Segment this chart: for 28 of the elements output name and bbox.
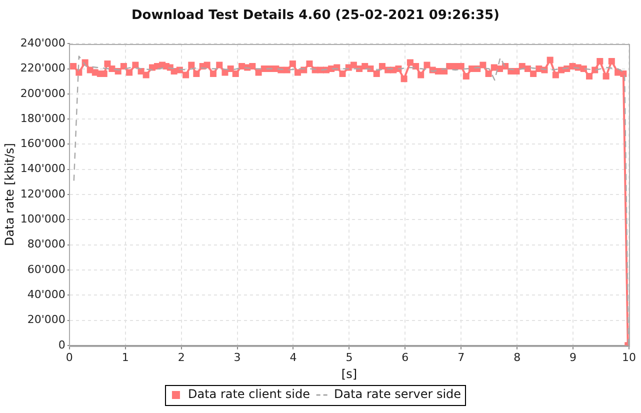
x-tick-label: 5 [346, 350, 353, 364]
x-tick-label: 2 [178, 350, 185, 364]
y-axis-title: Data rate [kbit/s] [2, 143, 16, 246]
y-tick-label: 120'000 [20, 187, 66, 200]
legend-label: Data rate client side [188, 387, 310, 402]
x-tick-label: 4 [290, 350, 297, 364]
chart-title: Download Test Details 4.60 (25-02-2021 09:26:35) [131, 8, 500, 24]
y-tick-label: 140'000 [20, 162, 66, 176]
legend-label: Data rate server side [334, 387, 462, 402]
x-tick-label: 3 [234, 350, 241, 364]
x-tick-label: 8 [514, 350, 521, 364]
x-tick-label: 7 [458, 350, 465, 364]
y-tick-label: 220'000 [20, 62, 66, 75]
y-tick-label: 180'000 [20, 112, 66, 125]
y-tick-label: 100'000 [20, 212, 66, 226]
y-tick-label: 200'000 [20, 86, 66, 100]
y-tick-label: 40'000 [27, 288, 66, 301]
y-tick-label: 20'000 [27, 313, 66, 326]
x-tick-label: 6 [402, 350, 409, 364]
x-tick-label: 10 [622, 350, 636, 364]
x-axis-title: [s] [341, 366, 358, 381]
x-tick-label: 1 [122, 350, 129, 364]
x-tick-label: 9 [570, 350, 577, 364]
y-tick-label: 160'000 [20, 137, 66, 150]
y-tick-label: 240'000 [20, 36, 66, 50]
y-tick-label: 80'000 [27, 238, 66, 251]
y-tick-label: 0 [58, 338, 66, 352]
y-tick-label: 60'000 [27, 262, 66, 276]
